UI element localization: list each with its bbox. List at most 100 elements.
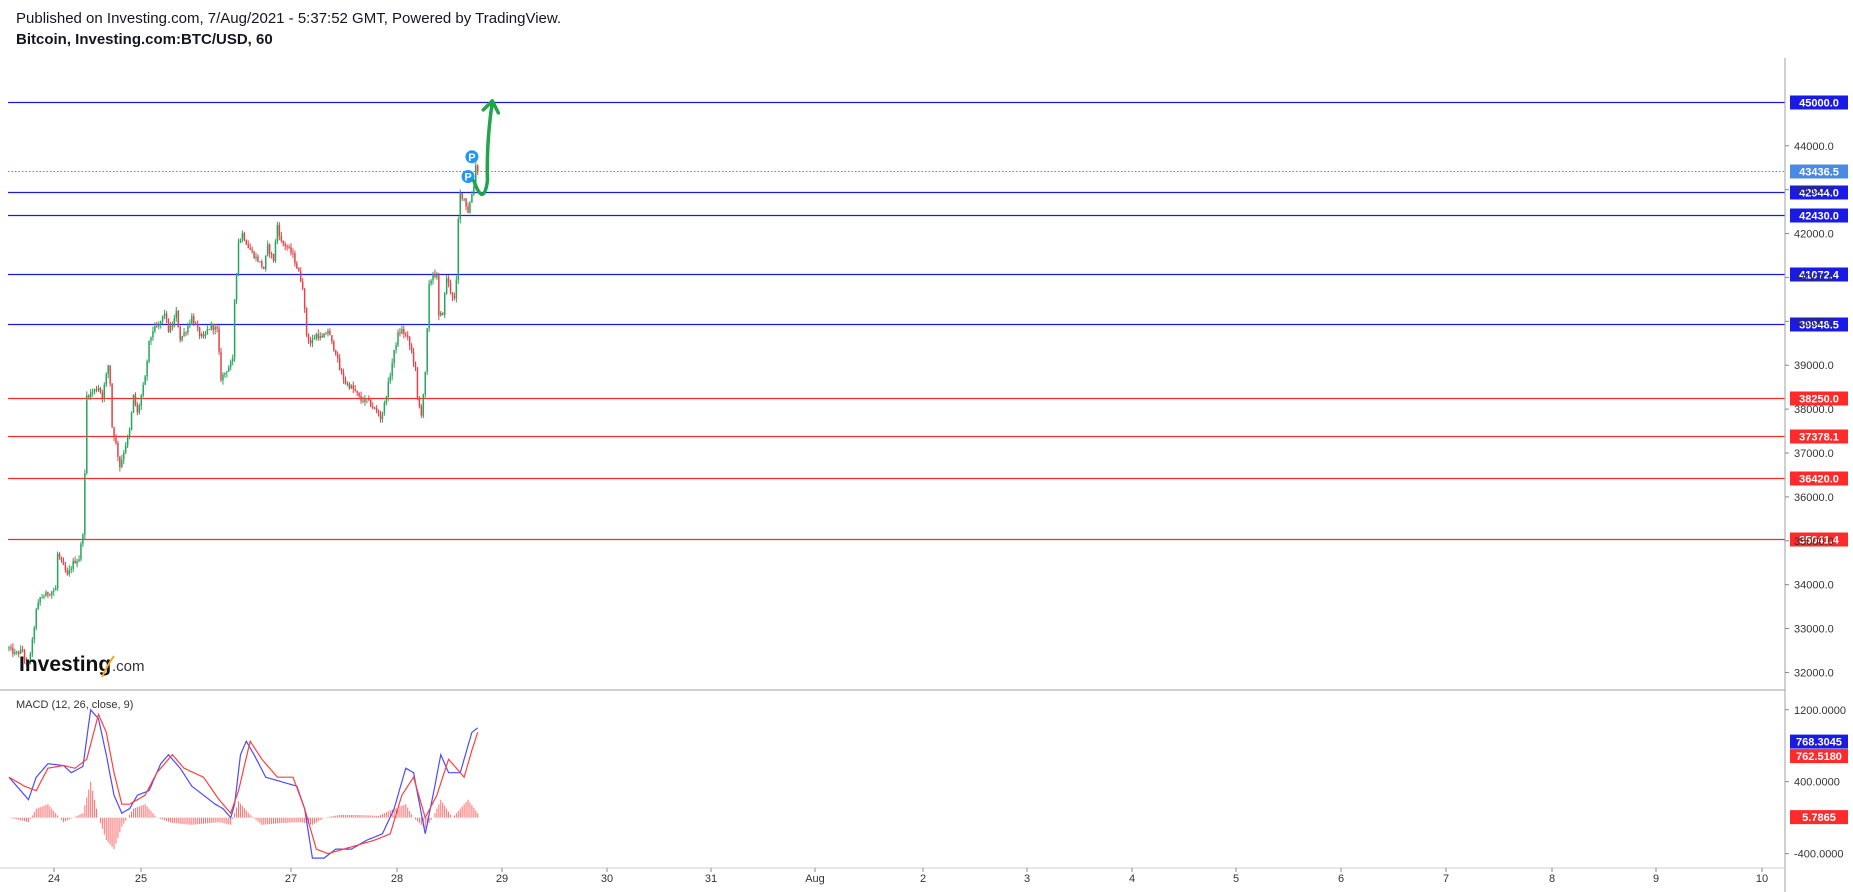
- candle: [169, 321, 172, 333]
- price-tick-label: 34000.0: [1794, 580, 1834, 592]
- candle: [181, 335, 183, 342]
- candle: [136, 401, 139, 416]
- candle: [105, 372, 107, 387]
- candle: [368, 395, 370, 402]
- time-tick-label: 28: [391, 873, 403, 885]
- candle: [62, 557, 65, 566]
- candle: [82, 533, 84, 547]
- candle: [45, 590, 47, 597]
- level-tag-support: 37378.1: [1790, 429, 1848, 444]
- candle: [231, 354, 234, 366]
- candle: [459, 189, 461, 224]
- candle: [109, 365, 111, 387]
- candle: [422, 393, 425, 419]
- candle: [132, 394, 135, 414]
- candle: [364, 395, 366, 406]
- candle: [272, 253, 275, 263]
- candle: [253, 250, 255, 260]
- candle: [95, 385, 98, 393]
- level-tag-support: 35041.4: [1790, 532, 1848, 547]
- candle: [183, 328, 185, 337]
- candle: [123, 450, 125, 465]
- candle: [208, 328, 211, 331]
- projection-arrow[interactable]: [472, 100, 495, 197]
- candle: [146, 359, 148, 381]
- macd-tag-macd: 768.3045: [1790, 734, 1848, 749]
- candle: [72, 558, 74, 573]
- candle: [70, 565, 72, 574]
- candle: [428, 280, 430, 333]
- candle: [356, 390, 358, 397]
- candle: [51, 590, 53, 599]
- time-tick-label: 9: [1653, 873, 1659, 885]
- horizontal-levels[interactable]: 45000.0 42944.0 42430.0 41072.4 39948.5 38250…: [8, 95, 1848, 547]
- candle: [126, 434, 129, 449]
- candle: [39, 596, 41, 606]
- candle: [212, 323, 214, 335]
- candle: [200, 332, 203, 339]
- time-tick-label: 8: [1549, 873, 1555, 885]
- price-tick-label: 38000.0: [1794, 404, 1834, 416]
- candle: [358, 392, 360, 399]
- candle: [91, 388, 94, 397]
- projection-arrow-head: [481, 99, 501, 115]
- candle: [461, 193, 463, 202]
- candle: [41, 593, 43, 599]
- candle: [12, 643, 14, 658]
- candle: [274, 239, 277, 264]
- investing-logo: Investing .com: [19, 653, 145, 678]
- candle: [97, 384, 100, 392]
- candle: [193, 313, 195, 327]
- candle: [37, 599, 39, 610]
- candle: [216, 323, 218, 333]
- price-tick-label: 36000.0: [1794, 492, 1834, 504]
- candle: [152, 326, 154, 341]
- candle: [340, 367, 343, 375]
- time-tick-label: 29: [496, 873, 508, 885]
- candle: [261, 259, 263, 269]
- time-tick-label: Aug: [805, 873, 825, 885]
- candle: [76, 558, 78, 568]
- candle: [348, 382, 351, 390]
- signal-marker[interactable]: P: [465, 150, 479, 164]
- candle: [342, 368, 345, 384]
- candle: [251, 246, 253, 254]
- candle: [315, 332, 318, 341]
- candle: [445, 274, 448, 295]
- candle: [196, 320, 199, 332]
- candle: [243, 231, 246, 242]
- candle: [161, 315, 164, 325]
- candle: [228, 365, 230, 372]
- candle: [420, 403, 423, 418]
- signal-marker[interactable]: P: [461, 170, 475, 184]
- level-tag-support: 36420.0: [1790, 471, 1848, 486]
- candle: [453, 292, 456, 301]
- candle: [142, 381, 144, 398]
- candle: [362, 396, 364, 404]
- candle: [350, 384, 353, 390]
- candle: [399, 327, 401, 337]
- candle: [430, 278, 432, 286]
- candle: [210, 321, 213, 331]
- candle: [325, 331, 327, 335]
- candle: [99, 386, 102, 394]
- annotations[interactable]: PP: [461, 99, 501, 197]
- candle: [434, 269, 436, 279]
- candle: [233, 298, 236, 362]
- candle: [167, 318, 170, 333]
- candle: [329, 328, 331, 336]
- candle: [393, 349, 395, 368]
- publish-info: Published on Investing.com, 7/Aug/2021 -…: [16, 10, 562, 27]
- candle: [134, 392, 137, 407]
- candle: [101, 389, 104, 403]
- candle: [405, 331, 407, 338]
- candle: [408, 336, 411, 351]
- candle: [467, 202, 469, 214]
- svg-text:5.7865: 5.7865: [1802, 812, 1836, 824]
- candle: [344, 376, 347, 385]
- candle: [47, 591, 49, 598]
- candle: [432, 271, 434, 285]
- candle: [239, 238, 242, 244]
- candle: [438, 272, 440, 321]
